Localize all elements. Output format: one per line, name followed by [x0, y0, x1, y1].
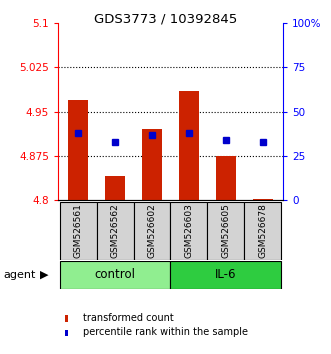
Text: GSM526562: GSM526562 — [111, 204, 119, 258]
Text: agent: agent — [3, 270, 36, 280]
Text: transformed count: transformed count — [83, 313, 173, 323]
Text: GSM526603: GSM526603 — [184, 204, 193, 258]
Bar — [142, 129, 162, 200]
Text: control: control — [95, 268, 136, 281]
Bar — [105, 176, 125, 200]
Text: GSM526605: GSM526605 — [221, 204, 230, 258]
Bar — [207, 202, 244, 260]
Bar — [170, 261, 281, 289]
Bar — [170, 202, 207, 260]
Bar — [60, 202, 97, 260]
Text: GDS3773 / 10392845: GDS3773 / 10392845 — [94, 12, 237, 25]
Text: percentile rank within the sample: percentile rank within the sample — [83, 327, 248, 337]
Text: IL-6: IL-6 — [215, 268, 237, 281]
Bar — [97, 202, 134, 260]
Text: GSM526678: GSM526678 — [258, 204, 267, 258]
Bar — [244, 202, 281, 260]
Text: ▶: ▶ — [40, 270, 49, 280]
Bar — [179, 91, 199, 200]
Bar — [68, 100, 88, 200]
Text: GSM526602: GSM526602 — [148, 204, 157, 258]
Text: GSM526561: GSM526561 — [74, 204, 83, 258]
Bar — [60, 261, 170, 289]
Bar — [134, 202, 170, 260]
Bar — [253, 199, 273, 200]
Bar — [216, 156, 236, 200]
